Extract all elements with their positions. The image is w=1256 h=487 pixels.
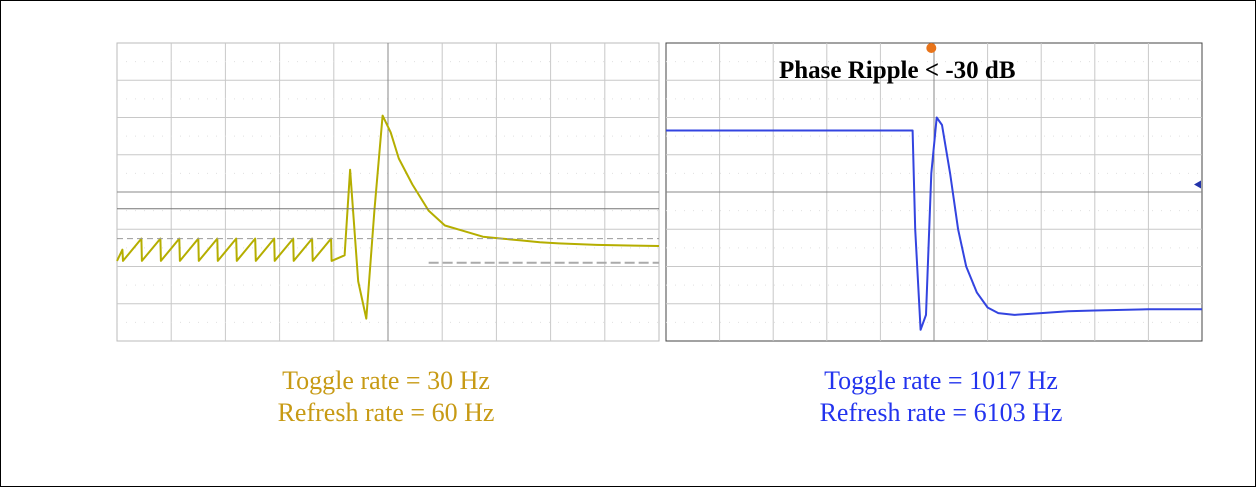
phase-ripple-annotation: Phase Ripple < -30 dB [779, 57, 1016, 84]
trigger-marker-icon [926, 43, 937, 53]
signal-trace [666, 116, 1202, 331]
caption-left: Toggle rate = 30 Hz Refresh rate = 60 Hz [161, 365, 611, 429]
caption-right-toggle-rate: Toggle rate = 1017 Hz [824, 366, 1058, 395]
caption-left-toggle-rate: Toggle rate = 30 Hz [282, 366, 490, 395]
caption-left-refresh-rate: Refresh rate = 60 Hz [277, 398, 495, 427]
scope-left-svg [116, 42, 660, 342]
caption-right: Toggle rate = 1017 Hz Refresh rate = 610… [731, 365, 1151, 429]
oscilloscope-left [116, 42, 660, 342]
level-arrow-icon [1194, 180, 1201, 189]
caption-right-refresh-rate: Refresh rate = 6103 Hz [819, 398, 1063, 427]
scope-right-svg [665, 42, 1203, 342]
oscilloscope-right [665, 42, 1203, 342]
